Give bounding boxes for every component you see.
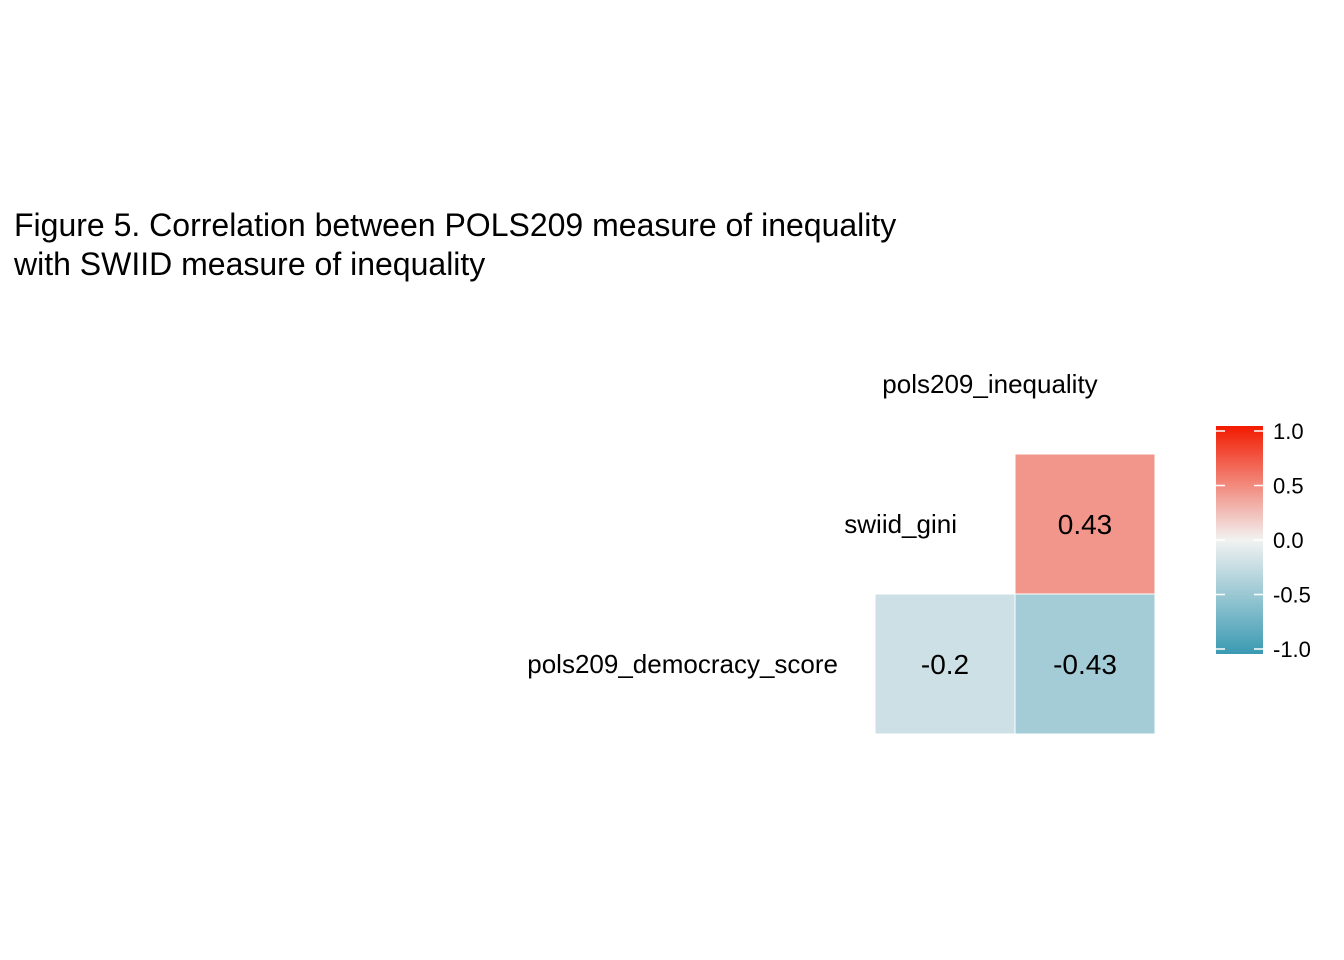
chart-title-line-1: Figure 5. Correlation between POLS209 me… — [14, 207, 897, 243]
axis-labels: pols209_inequality swiid_gini pols209_demo… — [527, 369, 1097, 679]
column-label: pols209_inequality — [882, 369, 1097, 399]
cell-value-label: -0.43 — [1053, 649, 1117, 680]
cell-value-label: 0.43 — [1058, 509, 1113, 540]
row-label: swiid_gini — [844, 509, 957, 539]
cell-value-label: -0.2 — [921, 649, 969, 680]
legend-tick-label: 0.0 — [1273, 528, 1304, 553]
chart-title-line-2: with SWIID measure of inequality — [14, 246, 486, 282]
legend-tick-label: 1.0 — [1273, 419, 1304, 444]
heatmap-cell-pols209-democracy-score-pols209-inequality — [1014, 593, 1156, 735]
legend-tick-label: -1.0 — [1273, 637, 1311, 662]
heatmap-cells: 0.43 -0.2 -0.43 — [874, 453, 1156, 735]
legend-tick-label: 0.5 — [1273, 474, 1304, 499]
row-label: pols209_democracy_score — [527, 649, 838, 679]
chart-title: Figure 5. Correlation between POLS209 me… — [14, 206, 896, 284]
legend-tick-label: -0.5 — [1273, 583, 1311, 608]
color-legend: 1.0 0.5 0.0 -0.5 -1.0 — [1216, 419, 1311, 662]
